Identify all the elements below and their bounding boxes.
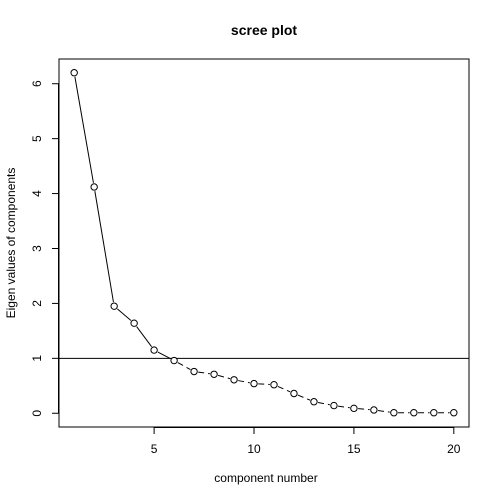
x-tick-label: 10 bbox=[247, 442, 261, 456]
data-point bbox=[90, 183, 98, 191]
series-segment bbox=[74, 76, 94, 183]
eigenvalue-series bbox=[74, 76, 450, 414]
data-point bbox=[310, 398, 318, 406]
series-segment bbox=[338, 405, 350, 409]
y-axis-label: Eigen values of components bbox=[4, 168, 18, 319]
y-tick-label: 0 bbox=[30, 410, 44, 417]
data-point bbox=[230, 376, 238, 384]
data-point bbox=[70, 69, 78, 77]
series-segment bbox=[177, 362, 191, 370]
series-segment bbox=[157, 351, 171, 360]
series-segment bbox=[238, 380, 250, 384]
series-segment bbox=[136, 326, 153, 348]
data-point bbox=[270, 381, 278, 389]
series-segment bbox=[117, 308, 132, 321]
series-segment bbox=[317, 402, 330, 406]
data-point bbox=[150, 346, 158, 354]
data-point bbox=[210, 370, 218, 378]
x-tick-label: 20 bbox=[447, 442, 461, 456]
y-tick-label: 1 bbox=[30, 355, 44, 362]
x-tick-label: 5 bbox=[151, 442, 158, 456]
y-tick-label: 2 bbox=[30, 300, 44, 307]
data-point bbox=[430, 409, 438, 417]
data-point bbox=[190, 367, 198, 376]
x-axis: 5 10 15 20 bbox=[151, 427, 461, 456]
series-segment bbox=[217, 374, 231, 380]
data-point bbox=[250, 379, 258, 388]
data-point bbox=[170, 356, 178, 365]
data-point bbox=[370, 406, 378, 414]
x-axis-label: component number bbox=[214, 471, 317, 485]
plot-frame bbox=[58, 58, 470, 428]
y-tick-label: 5 bbox=[30, 135, 44, 142]
series-segment bbox=[358, 408, 370, 411]
y-tick-label: 6 bbox=[30, 80, 44, 87]
eigenvalue-points bbox=[70, 69, 458, 417]
series-segment bbox=[297, 394, 311, 401]
data-point bbox=[290, 389, 298, 398]
chart-title: scree plot bbox=[231, 22, 297, 38]
data-point bbox=[390, 409, 398, 417]
series-segment bbox=[198, 371, 210, 375]
y-axis: 0 1 2 3 4 5 6 bbox=[30, 80, 59, 417]
series-segment bbox=[258, 383, 270, 385]
series-segment bbox=[377, 410, 390, 413]
data-point bbox=[410, 409, 418, 417]
x-tick-label: 15 bbox=[347, 442, 361, 456]
data-point bbox=[450, 409, 458, 417]
y-tick-label: 3 bbox=[30, 245, 44, 252]
data-point bbox=[130, 319, 138, 327]
y-tick-label: 4 bbox=[30, 190, 44, 197]
series-segment bbox=[94, 191, 114, 303]
series-segment bbox=[277, 385, 291, 393]
data-point bbox=[350, 404, 358, 413]
data-point bbox=[330, 401, 338, 410]
data-point bbox=[110, 302, 118, 310]
